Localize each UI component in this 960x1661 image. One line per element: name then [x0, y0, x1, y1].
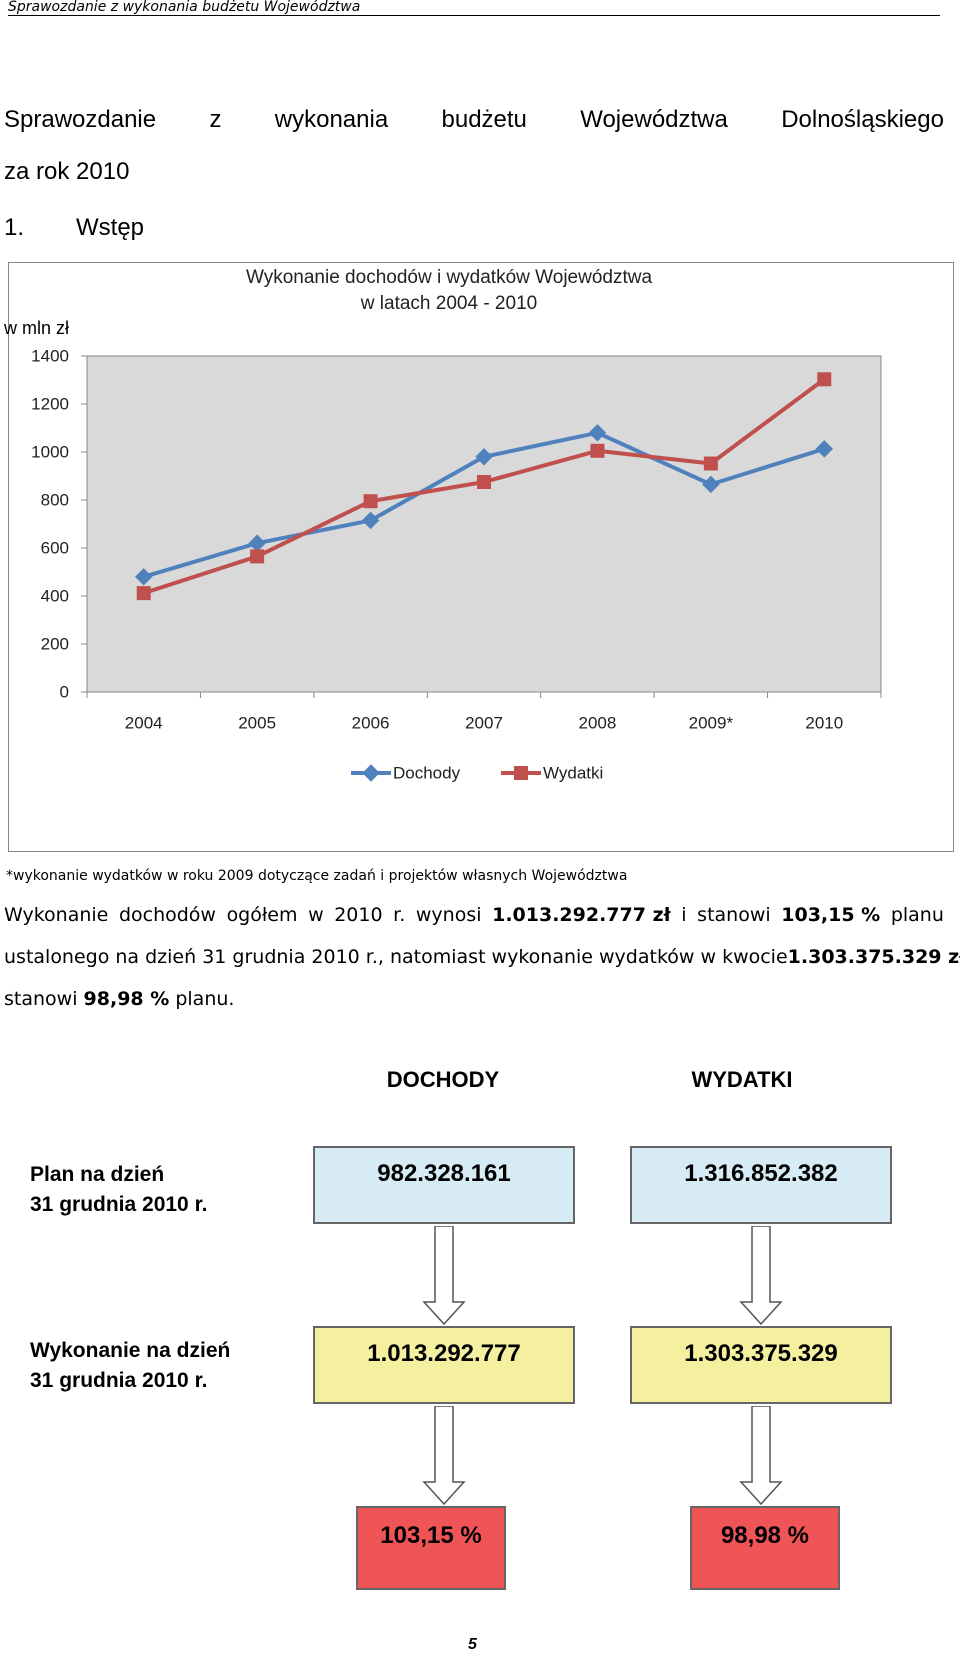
word: 2010: [334, 904, 383, 926]
down-arrow-icon: [422, 1226, 466, 1326]
y-tick-label: 1200: [31, 395, 69, 414]
y-tick-label: 200: [41, 635, 69, 654]
legend-marker: [362, 764, 380, 782]
x-tick-label: 2008: [579, 714, 617, 733]
document-title-line1: Sprawozdanie z wykonania budżetu Wojewód…: [4, 105, 944, 135]
running-header: Sprawozdanie z wykonania budżetu Wojewód…: [8, 0, 940, 16]
data-point-dochody: [588, 424, 607, 442]
row-label-line: 31 grudnia 2010 r.: [30, 1369, 208, 1392]
row-label-line: Plan na dzień: [30, 1163, 165, 1186]
section-title: Wstęp: [76, 214, 145, 241]
data-point-wydatki: [590, 443, 605, 458]
row-label-plan: Plan na dzień 31 grudnia 2010 r.: [30, 1160, 207, 1220]
plot-area: [86, 355, 882, 693]
word: dochodów: [118, 904, 216, 926]
data-point-wydatki: [817, 372, 832, 387]
word: ogółem: [226, 904, 298, 926]
x-tick-label: 2004: [125, 714, 163, 733]
x-tick-label: 2010: [805, 714, 843, 733]
x-tick-label: 2005: [238, 714, 276, 733]
exec-dochody-box: 1.013.292.777: [313, 1326, 575, 1404]
y-axis-label: w mln zł: [4, 318, 70, 338]
column-heading-wydatki: WYDATKI: [691, 1067, 793, 1092]
paragraph-text: ustalonego na dzień 31 grudnia 2010 r., …: [4, 946, 788, 968]
paragraph-line3: stanowi 98,98 % planu.: [4, 978, 944, 1020]
down-arrow-icon: [422, 1406, 466, 1506]
title-word: z: [209, 106, 222, 133]
document-title-line2: za rok 2010: [4, 158, 130, 185]
title-word: Dolnośląskiego: [781, 106, 944, 133]
y-tick-label: 800: [41, 491, 69, 510]
title-word: Sprawozdanie: [4, 106, 157, 133]
word: w: [308, 904, 324, 926]
x-tick-label: 2007: [465, 714, 503, 733]
percent-dochody-box: 103,15 %: [356, 1506, 506, 1590]
title-word: Województwa: [580, 106, 728, 133]
chart-title: Wykonanie dochodów i wydatków Województw…: [246, 267, 653, 288]
data-point-dochody: [815, 440, 833, 458]
data-point-wydatki: [477, 475, 491, 489]
chart-frame: Wykonanie dochodów i wydatków Województw…: [8, 262, 954, 852]
word: wynosi: [415, 904, 482, 926]
percent-wydatki-box: 98,98 %: [690, 1506, 840, 1590]
down-arrow-icon: [739, 1226, 783, 1326]
data-point-wydatki: [703, 456, 718, 471]
plan-dochody-box: 982.328.161: [313, 1146, 575, 1224]
y-tick-label: 600: [41, 539, 69, 558]
data-point-wydatki: [363, 494, 378, 509]
legend-marker: [514, 766, 528, 780]
title-word: budżetu: [441, 106, 527, 133]
word: planu: [890, 904, 944, 926]
income-amount: 1.013.292.777 zł: [492, 904, 671, 926]
column-heading-dochody: DOCHODY: [386, 1067, 500, 1092]
y-tick-label: 1000: [31, 443, 69, 462]
chart-footnote: *wykonanie wydatków w roku 2009 dotycząc…: [6, 868, 628, 884]
word: stanowi: [697, 904, 771, 926]
y-tick-label: 400: [41, 587, 69, 606]
data-point-wydatki: [136, 586, 151, 601]
down-arrow-icon: [739, 1406, 783, 1506]
paragraph-text: stanowi: [4, 988, 78, 1010]
title-word: wykonania: [274, 106, 389, 133]
exec-wydatki-box: 1.303.375.329: [630, 1326, 892, 1404]
word: r.: [393, 904, 406, 926]
data-point-dochody: [135, 568, 153, 586]
x-tick-label: 2006: [352, 714, 390, 733]
word: Wykonanie: [4, 904, 109, 926]
expense-amount: 1.303.375.329 zł: [787, 946, 960, 968]
word: i: [681, 904, 687, 926]
chart-subtitle: w latach 2004 - 2010: [360, 293, 537, 314]
data-point-dochody: [702, 475, 720, 494]
data-point-wydatki: [250, 549, 265, 564]
data-point-dochody: [475, 448, 493, 466]
page-number: 5: [468, 1636, 477, 1653]
section-number: 1.: [4, 214, 25, 241]
x-tick-label: 2009*: [689, 714, 734, 733]
section-heading: 1. Wstęp: [4, 213, 944, 243]
data-point-dochody: [361, 511, 380, 530]
income-percent: 103,15 %: [781, 904, 881, 926]
paragraph-line2: ustalonego na dzień 31 grudnia 2010 r., …: [4, 936, 960, 978]
row-label-line: 31 grudnia 2010 r.: [30, 1193, 208, 1216]
y-tick-label: 1400: [31, 347, 69, 366]
line-chart: Wykonanie dochodów i wydatków Województw…: [31, 267, 882, 783]
paragraph-text: planu.: [175, 988, 235, 1010]
plan-wydatki-box: 1.316.852.382: [630, 1146, 892, 1224]
paragraph-line1: Wykonanie dochodów ogółem w 2010 r. wyno…: [4, 894, 944, 936]
expense-percent: 98,98 %: [83, 988, 170, 1010]
row-label-line: Wykonanie na dzień: [30, 1339, 231, 1362]
row-label-execution: Wykonanie na dzień 31 grudnia 2010 r.: [30, 1336, 230, 1396]
legend-label: Dochody: [393, 764, 461, 783]
y-tick-label: 0: [60, 683, 69, 702]
legend-label: Wydatki: [543, 764, 603, 783]
